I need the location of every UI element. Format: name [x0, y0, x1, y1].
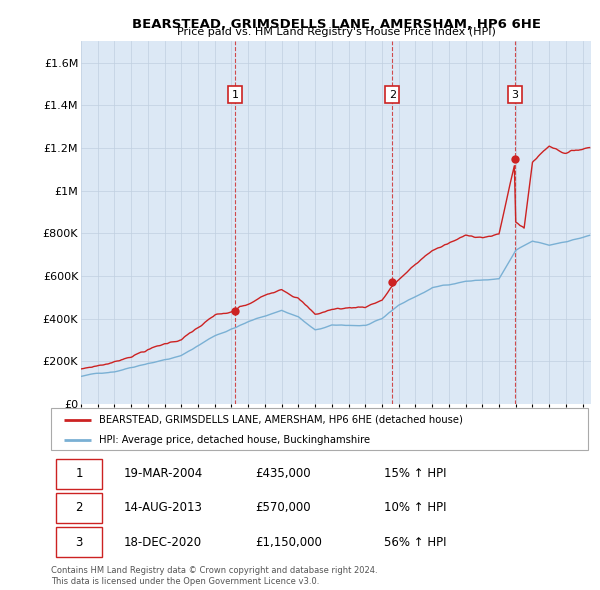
- Text: 1: 1: [232, 90, 239, 100]
- Text: 56% ↑ HPI: 56% ↑ HPI: [384, 536, 446, 549]
- Text: 18-DEC-2020: 18-DEC-2020: [124, 536, 202, 549]
- Text: Contains HM Land Registry data © Crown copyright and database right 2024.: Contains HM Land Registry data © Crown c…: [51, 566, 377, 575]
- Text: 2: 2: [76, 502, 83, 514]
- Text: £1,150,000: £1,150,000: [255, 536, 322, 549]
- Text: £570,000: £570,000: [255, 502, 311, 514]
- Text: 3: 3: [76, 536, 83, 549]
- Text: BEARSTEAD, GRIMSDELLS LANE, AMERSHAM, HP6 6HE: BEARSTEAD, GRIMSDELLS LANE, AMERSHAM, HP…: [131, 18, 541, 31]
- FancyBboxPatch shape: [56, 493, 102, 523]
- Text: 19-MAR-2004: 19-MAR-2004: [124, 467, 203, 480]
- Text: 10% ↑ HPI: 10% ↑ HPI: [384, 502, 446, 514]
- Text: This data is licensed under the Open Government Licence v3.0.: This data is licensed under the Open Gov…: [51, 577, 319, 586]
- FancyBboxPatch shape: [56, 527, 102, 558]
- Text: 15% ↑ HPI: 15% ↑ HPI: [384, 467, 446, 480]
- Text: BEARSTEAD, GRIMSDELLS LANE, AMERSHAM, HP6 6HE (detached house): BEARSTEAD, GRIMSDELLS LANE, AMERSHAM, HP…: [100, 415, 463, 425]
- Text: HPI: Average price, detached house, Buckinghamshire: HPI: Average price, detached house, Buck…: [100, 435, 370, 444]
- Text: 14-AUG-2013: 14-AUG-2013: [124, 502, 202, 514]
- Text: 3: 3: [512, 90, 518, 100]
- FancyBboxPatch shape: [56, 458, 102, 489]
- Text: 2: 2: [389, 90, 396, 100]
- Text: £435,000: £435,000: [255, 467, 311, 480]
- Text: 1: 1: [76, 467, 83, 480]
- Text: Price paid vs. HM Land Registry's House Price Index (HPI): Price paid vs. HM Land Registry's House …: [176, 27, 496, 37]
